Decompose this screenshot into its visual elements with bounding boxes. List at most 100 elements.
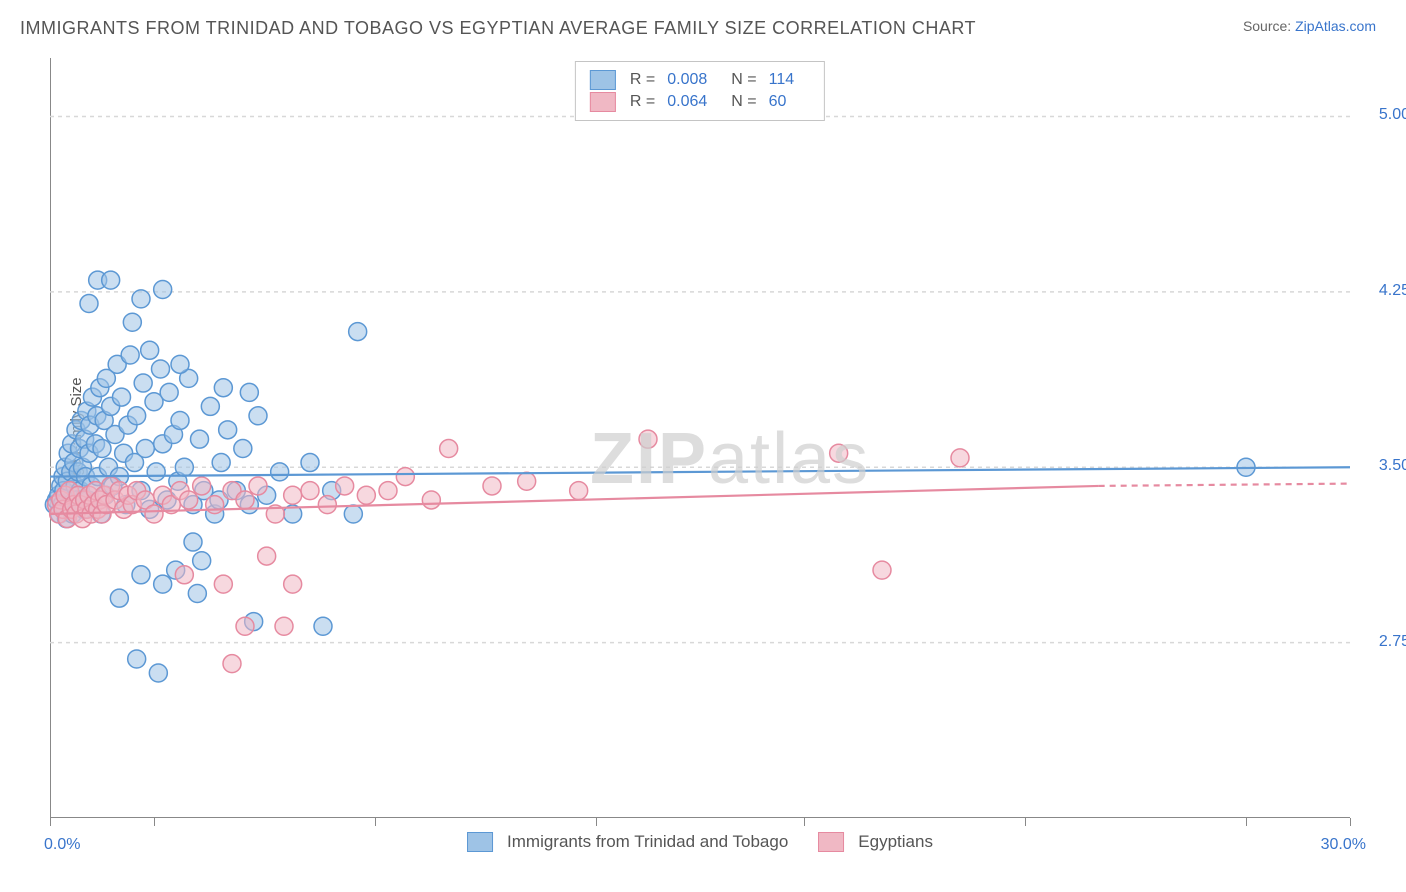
data-point — [128, 407, 146, 425]
data-point — [136, 440, 154, 458]
r-value-2: 0.064 — [667, 93, 707, 111]
data-point — [152, 360, 170, 378]
data-point — [236, 491, 254, 509]
data-point — [149, 664, 167, 682]
data-point — [80, 295, 98, 313]
data-point — [275, 617, 293, 635]
data-point — [830, 444, 848, 462]
data-point — [132, 566, 150, 584]
legend-bottom-swatch-1 — [467, 832, 493, 852]
data-point — [128, 650, 146, 668]
plot-svg — [50, 58, 1350, 818]
x-tick — [1350, 818, 1351, 826]
legend-item-1: Immigrants from Trinidad and Tobago — [467, 832, 788, 852]
n-label-2: N = — [731, 93, 756, 111]
data-point — [219, 421, 237, 439]
data-point — [236, 617, 254, 635]
data-point — [271, 463, 289, 481]
data-point — [873, 561, 891, 579]
data-point — [483, 477, 501, 495]
x-tick — [596, 818, 597, 826]
correlation-legend: R =0.008 N =114 R =0.064 N =60 — [575, 61, 825, 121]
data-point — [223, 655, 241, 673]
data-point — [379, 482, 397, 500]
data-point — [134, 374, 152, 392]
data-point — [206, 496, 224, 514]
legend-swatch-1 — [590, 70, 616, 90]
data-point — [284, 575, 302, 593]
data-point — [154, 281, 172, 299]
data-point — [951, 449, 969, 467]
legend-bottom-label-2: Egyptians — [858, 832, 933, 852]
data-point — [175, 566, 193, 584]
n-label-1: N = — [731, 71, 756, 89]
data-point — [518, 472, 536, 490]
data-point — [145, 505, 163, 523]
legend-row-2: R = 0.064 N = 60 — [590, 92, 810, 112]
data-point — [301, 482, 319, 500]
data-point — [180, 491, 198, 509]
data-point — [171, 355, 189, 373]
trend-line — [50, 467, 1350, 476]
y-tick-label: 2.75 — [1360, 633, 1406, 651]
data-point — [349, 323, 367, 341]
data-point — [141, 341, 159, 359]
x-tick — [375, 818, 376, 826]
x-tick — [1246, 818, 1247, 826]
data-point — [570, 482, 588, 500]
data-point — [344, 505, 362, 523]
r-value-1: 0.008 — [667, 71, 707, 89]
data-point — [113, 388, 131, 406]
data-point — [193, 552, 211, 570]
data-point — [240, 383, 258, 401]
data-point — [93, 440, 111, 458]
data-point — [160, 383, 178, 401]
y-tick-label: 4.25 — [1360, 282, 1406, 300]
data-point — [154, 575, 172, 593]
x-min-label: 0.0% — [44, 836, 80, 854]
source-credit: Source: ZipAtlas.com — [1243, 18, 1376, 34]
data-point — [201, 397, 219, 415]
chart-title: IMMIGRANTS FROM TRINIDAD AND TOBAGO VS E… — [20, 18, 976, 39]
data-point — [212, 454, 230, 472]
x-max-label: 30.0% — [1321, 836, 1366, 854]
r-label-1: R = — [630, 71, 655, 89]
x-tick — [154, 818, 155, 826]
data-point — [184, 533, 202, 551]
y-tick-label: 5.00 — [1360, 106, 1406, 124]
data-point — [102, 271, 120, 289]
data-point — [214, 379, 232, 397]
data-point — [284, 486, 302, 504]
x-tick — [50, 818, 51, 826]
plot-area: ZIPatlas R =0.008 N =114 R =0.064 N =60 … — [50, 58, 1350, 818]
data-point — [121, 346, 139, 364]
data-point — [171, 411, 189, 429]
r-label-2: R = — [630, 93, 655, 111]
data-point — [110, 589, 128, 607]
data-point — [258, 547, 276, 565]
source-label: Source: — [1243, 18, 1295, 34]
n-value-2: 60 — [769, 93, 787, 111]
data-point — [214, 575, 232, 593]
legend-swatch-2 — [590, 92, 616, 112]
data-point — [193, 477, 211, 495]
data-point — [336, 477, 354, 495]
data-point — [440, 440, 458, 458]
data-point — [191, 430, 209, 448]
data-point — [396, 468, 414, 486]
data-point — [314, 617, 332, 635]
x-tick — [1025, 818, 1026, 826]
data-point — [147, 463, 165, 481]
data-point — [318, 496, 336, 514]
data-point — [357, 486, 375, 504]
legend-bottom-swatch-2 — [818, 832, 844, 852]
source-link[interactable]: ZipAtlas.com — [1295, 18, 1376, 34]
data-point — [123, 313, 141, 331]
data-point — [175, 458, 193, 476]
y-tick-label: 3.50 — [1360, 457, 1406, 475]
x-tick — [804, 818, 805, 826]
legend-row-1: R =0.008 N =114 — [590, 70, 810, 90]
data-point — [301, 454, 319, 472]
data-point — [249, 477, 267, 495]
data-point — [188, 585, 206, 603]
